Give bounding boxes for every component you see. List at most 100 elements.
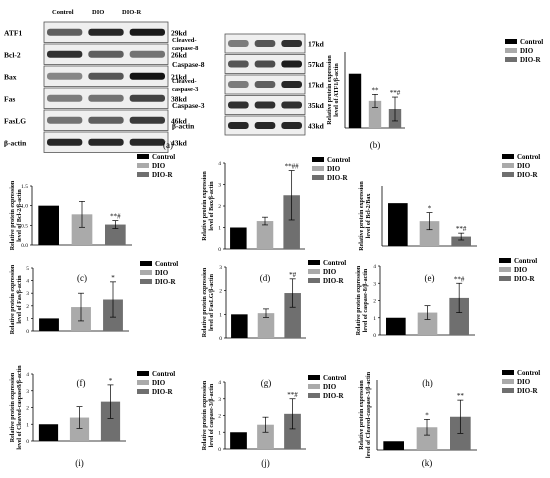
legend-swatch [140,261,152,266]
bar-dio [69,417,90,441]
blot-row: Fas 38kd [4,87,188,109]
blot-row-label: Caspase-8 [172,60,205,69]
legend-label: DIO [323,383,337,391]
legend-swatch [137,389,149,394]
panel-label: (f) [77,378,86,388]
blot-kd-label: 21kd [171,72,188,81]
legend-label: Control [152,370,175,378]
legend-swatch [308,393,320,398]
y-tick-label: 0.5 [21,223,28,229]
y-tick-label: 0.0 [21,243,28,249]
blot-row: Caspase-3 35kd [172,95,325,115]
blot-band [228,40,249,47]
blot-band [88,116,124,124]
bar-control [348,73,362,128]
blot-kd-label: 43kd [171,138,188,147]
blot-band [129,72,165,80]
legend-label: Control [520,38,543,46]
legend-label: DIO [155,269,169,277]
y-tick-label: 4 [218,380,221,386]
blot-band [281,122,302,129]
blot-kd-label: 17kd [308,81,325,90]
blot-row-label: Cleaved- [172,37,197,44]
blot-band [228,122,249,129]
legend-swatch [308,384,320,389]
blot-band [228,60,249,68]
legend-swatch [505,48,517,53]
bar-control [38,424,59,441]
legend-swatch [499,258,511,263]
bar-dio [368,100,382,128]
legend-label: Control [327,156,350,164]
blot-row-label: Caspase-3 [172,101,205,110]
y-axis-label: Relative protein expressionlevel of Clea… [10,365,23,450]
legend-swatch [502,154,514,159]
panel-label: (e) [425,273,435,283]
legend-label: Control [323,259,346,267]
legend-label: DIO-R [155,278,177,286]
y-tick-label: 1.5 [21,184,28,190]
y-tick-label: 2 [219,289,222,295]
bar-dio-r [100,401,121,441]
significance-mark: **# [287,391,298,399]
blot-panel-2: ControlDIODIO-RCleaved-caspase-817kdCasp… [172,33,325,136]
y-axis-label: Relative protein expressionlevel of Clea… [359,371,372,458]
legend-swatch [140,270,152,275]
blot-header-dio: DIO [92,9,104,16]
bar-control [230,227,247,249]
bar-dio-r [284,413,301,449]
legend-swatch [137,172,149,177]
blot-band [254,40,276,47]
y-tick-label: 0 [218,447,221,453]
blot-row: β-actin 43kd [172,115,325,136]
western-blot-area: Control DIO DIO-R ATF1 29kd Bcl-2 26kd Bax 21kd F… [4,9,325,153]
blot-row: ATF1 29kd [4,21,188,43]
y-tick-label: 1 [26,316,29,322]
legend-swatch [502,388,514,393]
significance-mark: **# [390,89,401,97]
blot-kd-label: 57kd [308,60,325,69]
y-tick-label: 1 [218,226,221,232]
y-axis-label: Relative protein expressionlevel of ATF1… [327,55,340,125]
bar-control [386,317,406,335]
panel-label: (c) [77,273,87,283]
blot-kd-label: 17kd [308,40,325,49]
legend-label: DIO-R [323,277,345,285]
significance-mark: ** [372,86,380,94]
panel-a-label: (a) [163,140,173,150]
y-tick-label: 5 [26,266,29,272]
legend-label: Control [323,374,346,382]
blot-band [47,138,83,146]
legend-label: DIO [152,379,166,387]
legend-label: DIO-R [517,387,539,395]
blot-kd-label: 29kd [171,28,188,37]
significance-mark: **# [110,213,121,221]
legend-swatch [502,163,514,168]
blot-row-label: Cleaved- [172,78,197,85]
blot-band [47,72,83,80]
y-tick-label: 0 [26,329,29,335]
legend-label: DIO [517,378,531,386]
legend-label: Control [517,369,540,377]
legend-label: DIO-R [517,171,539,179]
legend-label: Control [514,257,537,265]
y-tick-label: 2 [218,204,221,210]
blot-band [281,60,302,68]
y-tick-label: 2 [373,299,376,305]
bar-control [39,318,59,331]
y-tick-label: 1 [218,430,221,436]
bar-control [230,432,247,449]
bar-dio-r [451,236,471,246]
blot-band [281,81,302,88]
blot-band [88,138,124,146]
bar-control [231,314,248,338]
blot-band [47,94,83,102]
y-tick-label: 3 [218,397,221,403]
legend-swatch [137,371,149,376]
bar-dio [417,312,438,335]
y-axis-label: Relative protein expressionlevel of Fas/… [10,264,23,334]
y-tick-label: 3 [373,281,376,287]
